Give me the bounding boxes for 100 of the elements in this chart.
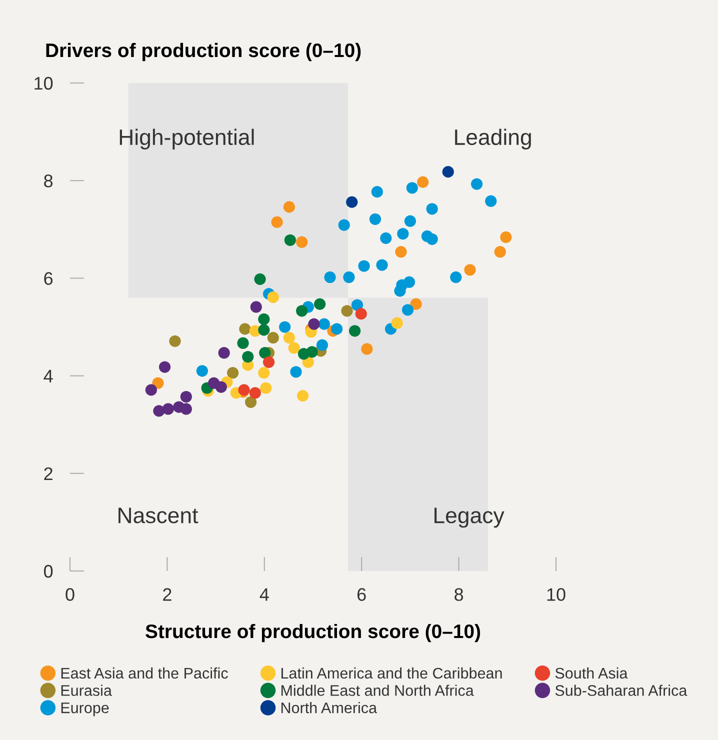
point: [239, 323, 251, 335]
point: [324, 271, 336, 284]
point: [402, 304, 414, 316]
point: [358, 260, 370, 272]
point: [196, 365, 208, 377]
point: [318, 318, 330, 330]
x-tick-label: 2: [163, 588, 172, 601]
point: [267, 291, 279, 304]
point: [162, 403, 174, 415]
y-tick-label: 10: [34, 76, 53, 90]
point: [260, 382, 272, 394]
point: [348, 325, 361, 337]
point: [152, 377, 164, 389]
legend-label: North America: [281, 702, 378, 714]
point: [227, 367, 239, 379]
point: [180, 390, 192, 403]
point: [442, 166, 454, 178]
x-tick-label: 6: [357, 588, 366, 601]
point: [284, 234, 296, 246]
point: [426, 233, 438, 245]
legend-label: Sub-Saharan Africa: [555, 684, 688, 696]
point: [262, 356, 275, 368]
point: [426, 203, 438, 215]
point: [308, 318, 320, 330]
point: [283, 332, 295, 344]
point: [500, 231, 512, 244]
point: [331, 323, 343, 335]
point: [395, 246, 407, 258]
point: [244, 396, 257, 408]
point: [290, 366, 302, 378]
point: [259, 347, 271, 359]
point: [341, 305, 353, 317]
point: [267, 332, 279, 344]
point: [180, 403, 192, 415]
legend-label: Latin America and the Caribbean: [281, 667, 502, 679]
legend-label: South Asia: [555, 667, 628, 679]
point: [250, 301, 262, 313]
y-axis-title: Drivers of production score (0–10): [46, 42, 361, 62]
legend-label: Eurasia: [61, 684, 112, 696]
point: [376, 259, 388, 271]
point: [464, 264, 476, 276]
point: [417, 176, 429, 188]
legend-label: Middle East and North Africa: [281, 684, 474, 696]
legend-label: Europe: [61, 702, 109, 716]
point: [338, 219, 350, 231]
point: [371, 186, 383, 198]
point: [258, 324, 270, 336]
point: [361, 343, 373, 355]
point: [258, 367, 270, 379]
point: [271, 216, 283, 228]
point: [296, 390, 309, 402]
point: [494, 246, 506, 258]
point: [169, 335, 181, 347]
point: [258, 313, 270, 325]
point: [306, 346, 318, 358]
point: [145, 384, 157, 396]
annotation: High-potential: [120, 128, 254, 150]
x-tick-label: 0: [66, 588, 74, 601]
legend-label: East Asia and the Pacific: [61, 667, 228, 679]
y-tick-label: 6: [44, 272, 53, 285]
point: [215, 381, 227, 393]
y-tick-label: 4: [44, 370, 53, 382]
y-tick-label: 8: [44, 174, 53, 188]
point: [218, 347, 230, 359]
annotation: Legacy: [434, 508, 504, 528]
point: [450, 271, 462, 284]
x-tick-label: 8: [454, 588, 464, 601]
point: [394, 285, 406, 297]
point: [397, 228, 409, 240]
y-tick-label: 2: [44, 467, 52, 480]
point: [343, 271, 355, 284]
point: [485, 195, 497, 207]
point: [242, 350, 254, 363]
point: [369, 213, 382, 225]
point: [404, 215, 416, 227]
point: [316, 339, 328, 351]
annotation: Nascent: [118, 508, 198, 524]
point: [346, 196, 358, 208]
annotation: Leading: [455, 128, 531, 150]
point: [296, 236, 308, 248]
point: [391, 317, 403, 329]
point: [249, 387, 261, 399]
y-tick-label: 0: [44, 564, 53, 578]
point: [403, 276, 416, 288]
point: [406, 182, 418, 194]
point: [314, 298, 326, 310]
point: [470, 178, 483, 190]
point: [237, 337, 249, 349]
point: [410, 298, 422, 310]
point: [254, 273, 266, 285]
point: [296, 305, 308, 317]
point: [158, 361, 171, 373]
point: [288, 342, 300, 354]
x-axis-title: Structure of production score (0–10): [146, 624, 480, 642]
point: [380, 232, 392, 244]
point: [279, 321, 291, 333]
x-tick-label: 4: [260, 588, 269, 601]
point: [283, 201, 295, 213]
point: [351, 299, 364, 311]
point: [355, 308, 367, 320]
